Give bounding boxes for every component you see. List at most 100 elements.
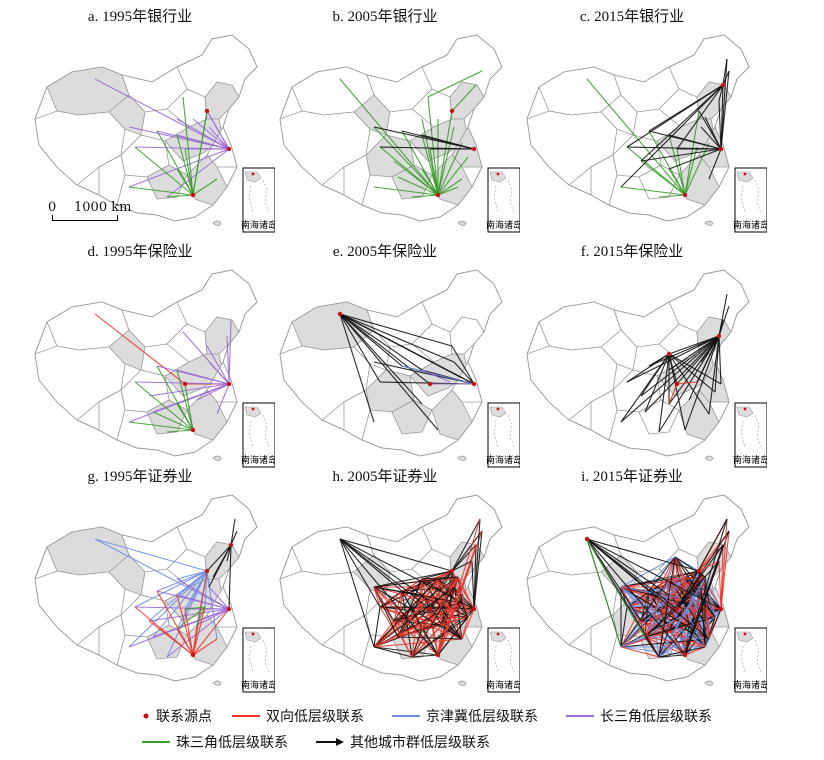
link-bidirectional [720, 518, 728, 610]
link-other-clusters [586, 538, 642, 622]
legend: 联系源点 双向低层级联系 京津冀低层级联系 长三角低层级联系 珠三角低层级联系 … [0, 700, 824, 760]
link-pearl-delta [166, 429, 194, 433]
legend-bidirectional: 双向低层级联系 [232, 706, 364, 726]
link-other-clusters [411, 616, 469, 658]
hainan-island [457, 455, 467, 461]
link-bidirectional [698, 560, 720, 572]
link-other-clusters [658, 654, 686, 658]
panel-title: c. 2015年银行业 [579, 9, 685, 25]
link-beijing-tianjin-hebei [644, 594, 670, 638]
link-other-clusters [451, 345, 475, 385]
link-other-clusters [668, 353, 722, 385]
link-pearl-delta [586, 538, 622, 648]
link-bidirectional [397, 578, 439, 638]
link-pearl-delta [176, 606, 206, 630]
origin-point [471, 146, 477, 152]
inset-label: 南海诸岛 [241, 219, 275, 231]
link-bidirectional [373, 636, 399, 648]
link-pearl-delta [586, 538, 646, 638]
link-other-clusters [397, 636, 463, 640]
link-yangtze-delta [134, 381, 230, 385]
link-beijing-tianjin-hebei [176, 570, 208, 596]
link-pearl-delta [437, 178, 463, 196]
link-bidirectional [461, 608, 475, 640]
link-pearl-delta [668, 134, 686, 196]
link-other-clusters [718, 100, 722, 150]
link-beijing-tianjin-hebei [176, 570, 208, 580]
link-other-clusters [674, 556, 690, 626]
link-other-clusters [668, 353, 716, 393]
link-other-clusters [339, 538, 381, 608]
origin-point [226, 146, 232, 152]
link-other-clusters [668, 353, 678, 385]
link-yangtze-delta [421, 369, 451, 383]
link-other-clusters [339, 313, 475, 385]
link-beijing-tianjin-hebei [644, 636, 710, 640]
link-pearl-delta [373, 186, 439, 196]
link-other-clusters [668, 134, 722, 150]
link-bidirectional [192, 638, 218, 656]
link-other-clusters [339, 313, 423, 371]
link-other-clusters [648, 353, 670, 367]
link-bidirectional [437, 518, 481, 656]
link-other-clusters [626, 146, 722, 150]
map: 南海诸岛 [34, 494, 275, 693]
link-other-clusters [397, 594, 423, 638]
link-beijing-tianjin-hebei [704, 638, 710, 648]
scale-bar: 0 1000 km [40, 200, 140, 230]
link-other-clusters [676, 530, 730, 610]
origin-point [449, 568, 455, 574]
hainan-island [704, 680, 714, 686]
link-yangtze-delta [176, 594, 230, 610]
link-other-clusters [708, 335, 720, 415]
map: 南海诸岛 [279, 494, 520, 693]
link-other-clusters [684, 578, 702, 588]
panel-title: i. 2015年证券业 [581, 469, 683, 485]
link-pearl-delta [184, 606, 206, 610]
south-china-sea-inset: 南海诸岛 [241, 167, 275, 233]
link-pearl-delta [421, 118, 439, 196]
link-other-clusters [373, 646, 439, 656]
link-other-clusters [620, 586, 698, 608]
link-other-clusters [339, 538, 423, 596]
link-other-clusters [208, 544, 232, 588]
inset-label: 南海诸岛 [733, 219, 767, 231]
link-bidirectional [373, 586, 413, 658]
link-other-clusters [620, 84, 724, 188]
panel-g: g. 1995年证券业 南海诸岛 [5, 465, 275, 700]
link-yangtze-delta [166, 148, 230, 198]
link-other-clusters [640, 148, 722, 162]
link-other-clusters [684, 518, 728, 656]
south-china-sea-inset: 南海诸岛 [733, 402, 767, 468]
map: 南海诸岛 [279, 269, 520, 468]
link-bidirectional [397, 590, 403, 638]
panel-title: f. 2015年保险业 [580, 244, 684, 260]
link-pearl-delta [421, 168, 439, 196]
link-other-clusters [620, 578, 670, 648]
legend-prd: 珠三角低层级联系 [142, 732, 288, 752]
inset-label: 南海诸岛 [733, 454, 767, 466]
province [600, 329, 638, 371]
link-pearl-delta [134, 381, 194, 431]
panel-title: d. 1995年保险业 [87, 244, 193, 260]
legend-jjj-label: 京津冀低层级联系 [426, 709, 538, 725]
link-bidirectional [718, 560, 722, 610]
link-pearl-delta [166, 194, 194, 198]
link-bidirectional [373, 576, 459, 648]
link-beijing-tianjin-hebei [166, 570, 208, 658]
link-other-clusters [373, 578, 439, 648]
link-bidirectional [373, 638, 463, 648]
link-other-clusters [720, 70, 730, 150]
link-other-clusters [708, 148, 722, 180]
link-beijing-tianjin-hebei [620, 578, 686, 648]
origin-point [427, 606, 433, 612]
link-yangtze-delta [156, 365, 230, 385]
origin-point [584, 536, 590, 542]
panel-i: i. 2015年证券业 南海诸岛 [497, 465, 767, 700]
china-basemap [526, 269, 750, 461]
link-other-clusters [393, 620, 443, 626]
link-bidirectional [696, 606, 716, 618]
legend-other: 其他城市群低层级联系 [316, 732, 490, 752]
link-bidirectional [411, 578, 423, 658]
link-pearl-delta [620, 186, 686, 196]
